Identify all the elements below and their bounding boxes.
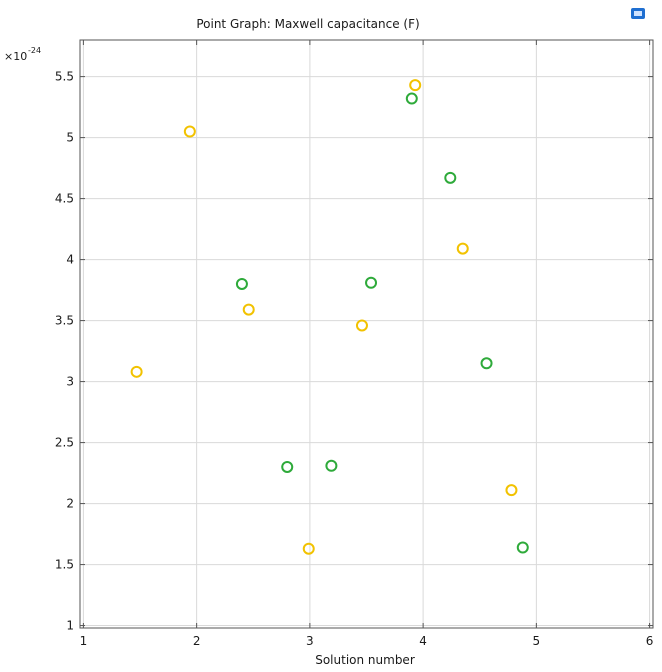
data-point xyxy=(235,277,248,290)
x-tick-label: 1 xyxy=(80,634,88,648)
grid-lines xyxy=(80,40,653,628)
data-point xyxy=(281,460,294,473)
plot-background xyxy=(80,40,653,628)
y-tick-label: 2 xyxy=(66,497,74,511)
x-tick-label: 5 xyxy=(533,634,541,648)
y-tick-label: 3 xyxy=(66,375,74,389)
plot-area xyxy=(79,39,654,629)
x-tick-label: 4 xyxy=(419,634,427,648)
data-point xyxy=(444,171,457,184)
data-point xyxy=(365,276,378,289)
data-point xyxy=(183,125,196,138)
x-axis-label: Solution number xyxy=(315,653,415,667)
y-multiplier-base: ×10 xyxy=(4,50,27,63)
x-axis-ticks: 1 2 3 4 5 6 xyxy=(80,40,654,648)
window-toggle-icon[interactable] xyxy=(631,8,645,19)
y-tick-label: 5.5 xyxy=(55,70,74,84)
x-tick-label: 6 xyxy=(646,634,654,648)
data-point xyxy=(242,303,255,316)
data-points xyxy=(130,79,529,555)
data-point xyxy=(505,484,518,497)
y-tick-label: 1 xyxy=(66,619,74,633)
plot-border xyxy=(79,39,654,629)
y-axis-multiplier: ×10 -24 xyxy=(4,46,41,63)
x-tick-label: 3 xyxy=(306,634,314,648)
y-tick-label: 3.5 xyxy=(55,314,74,328)
data-point xyxy=(480,357,493,370)
y-multiplier-exponent: -24 xyxy=(28,46,41,55)
data-point xyxy=(130,365,143,378)
data-point xyxy=(302,542,315,555)
data-point xyxy=(456,242,469,255)
y-axis-ticks: 1 1.5 2 2.5 3 3.5 4 4.5 5 5.5 xyxy=(55,70,653,633)
data-point xyxy=(516,541,529,554)
chart-title: Point Graph: Maxwell capacitance (F) xyxy=(196,17,419,31)
y-tick-label: 1.5 xyxy=(55,558,74,572)
data-point xyxy=(409,79,422,92)
data-point xyxy=(325,459,338,472)
y-tick-label: 4 xyxy=(66,253,74,267)
data-point xyxy=(355,319,368,332)
y-tick-label: 4.5 xyxy=(55,192,74,206)
y-tick-label: 2.5 xyxy=(55,436,74,450)
y-tick-label: 5 xyxy=(66,131,74,145)
data-point xyxy=(405,92,418,105)
x-tick-label: 2 xyxy=(193,634,201,648)
